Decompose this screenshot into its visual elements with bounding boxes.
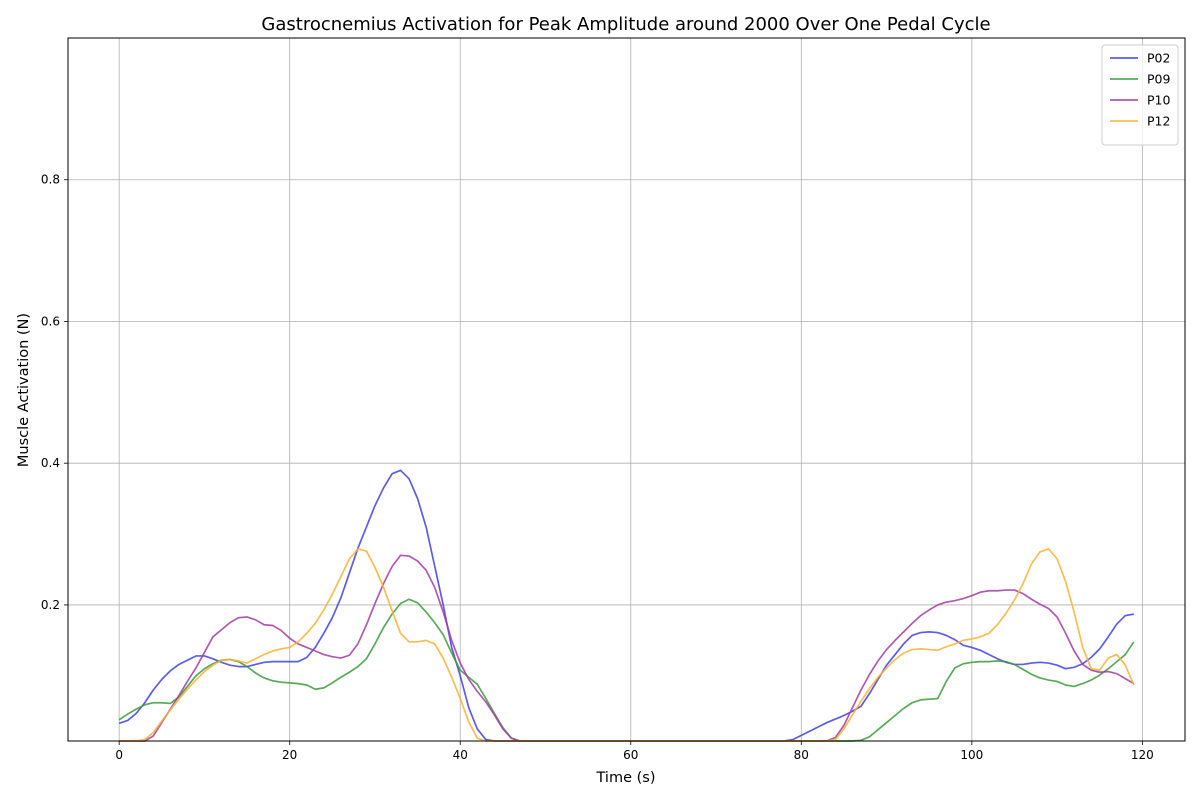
x-tick-label: 80	[794, 748, 809, 762]
x-tick-label: 60	[623, 748, 638, 762]
chart-title: Gastrocnemius Activation for Peak Amplit…	[261, 14, 990, 35]
y-axis-label: Muscle Activation (N)	[16, 313, 32, 467]
legend-box	[1101, 44, 1179, 146]
legend-label-p02: P02	[1147, 51, 1170, 66]
x-tick-label: 20	[282, 748, 297, 762]
series-line-p09	[118, 598, 1135, 742]
x-tick-label: 0	[115, 748, 123, 762]
plot-area	[118, 469, 1135, 742]
y-tick-label: 0.4	[41, 456, 60, 470]
legend-label-p09: P09	[1147, 72, 1170, 87]
x-tick-label: 40	[453, 748, 468, 762]
y-tick-label: 0.2	[41, 598, 60, 612]
x-axis-label: Time (s)	[596, 770, 656, 786]
legend-label-p12: P12	[1147, 114, 1170, 129]
gridlines	[68, 38, 1185, 741]
y-tick-label: 0.6	[41, 314, 60, 328]
x-tick-label: 100	[960, 748, 983, 762]
series-line-p10	[119, 554, 1135, 742]
x-axis: 0 20 40 60 80 100 120	[115, 741, 1154, 762]
y-axis: 0.2 0.4 0.6 0.8	[41, 173, 68, 612]
plot-frame	[67, 37, 1186, 742]
y-tick-label: 0.8	[41, 173, 60, 187]
legend: P02 P09 P10 P12	[1101, 44, 1179, 146]
legend-label-p10: P10	[1147, 93, 1170, 108]
x-tick-label: 120	[1131, 748, 1154, 762]
series-line-p12	[119, 548, 1135, 742]
